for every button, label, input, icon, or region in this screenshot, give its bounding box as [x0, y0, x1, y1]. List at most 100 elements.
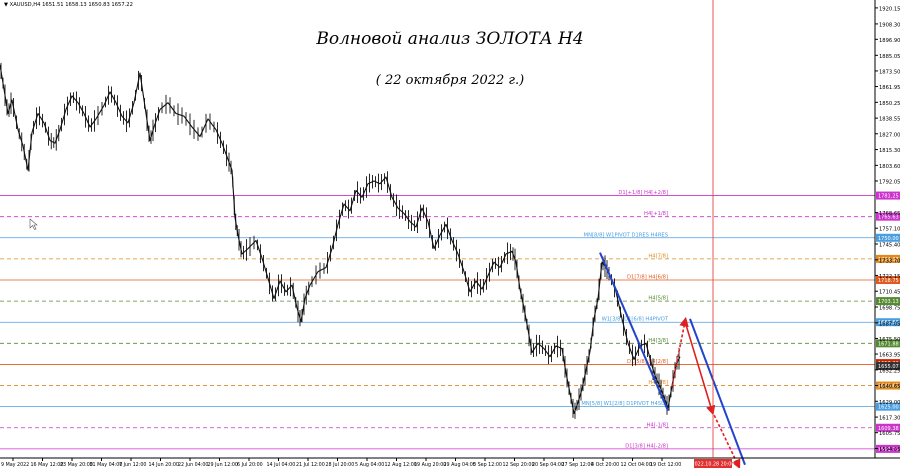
y-tick-label: 1850.25 — [879, 101, 900, 107]
y-tick-label: 1885.05 — [879, 54, 900, 60]
x-tick-label: 14 Jun 20:00 — [149, 462, 179, 468]
wave-level-tag-box — [876, 423, 900, 432]
x-tick-label: 22 Jun 04:00 — [178, 462, 208, 468]
wave-level-tag-box — [876, 402, 900, 411]
wave-level-label: W1[3/8] D1[6/8] H4PIVOT — [602, 317, 669, 323]
y-tick-label: 1873.50 — [879, 69, 900, 75]
y-tick-label: 1675.50 — [879, 337, 900, 343]
wave-level-tag-box — [876, 276, 900, 285]
chart-title: Волновой анализ ЗОЛОТА Н4 — [315, 29, 583, 49]
y-tick-label: 1722.15 — [879, 274, 900, 280]
y-tick-label: 1733.70 — [879, 258, 900, 264]
wave-level-tag: 1640.63 — [878, 384, 899, 390]
x-tick-label: 9 May 2022 — [1, 462, 29, 468]
forecast-arrow — [684, 321, 716, 416]
channel-line — [689, 318, 746, 466]
wave-level-tag-box — [876, 339, 900, 348]
x-tick-label: 16 May 12:00 — [31, 462, 64, 468]
y-tick-label: 1629.00 — [879, 400, 900, 406]
mouse-cursor-icon — [29, 218, 38, 230]
wave-level-tag: 1687.50 — [878, 320, 899, 326]
x-tick-label: 20 Sep 04:00 — [532, 462, 564, 468]
wave-level-label: H4[5/8] — [648, 296, 668, 302]
y-tick-label: 1710.45 — [879, 290, 900, 296]
x-tick-label: 7 Jun 12:00 — [119, 462, 146, 468]
wave-level-label: D1[7/8] H4[6/8] — [627, 275, 668, 281]
x-tick-label: 29 Aug 04:00 — [444, 462, 476, 468]
y-tick-label: 1605.75 — [879, 431, 900, 437]
x-tick-label: 28 Jul 20:00 — [326, 462, 355, 468]
y-tick-label: 1861.95 — [879, 85, 900, 91]
x-tick-label: 23 May 20:00 — [60, 462, 93, 468]
y-tick-label: 1815.30 — [879, 148, 900, 154]
wave-level-tag: 1593.75 — [878, 447, 899, 453]
current-price-tag: 1655.07 — [878, 364, 899, 370]
future-date-label: 2022.10.28 20:00 — [692, 462, 735, 468]
wave-level-tag: 1625.00 — [878, 405, 899, 411]
wave-level-tag: 1718.75 — [878, 278, 899, 284]
forecast-arrow — [671, 316, 689, 387]
y-tick-label: 1908.30 — [879, 22, 900, 28]
wave-level-tag: 1781.25 — [878, 194, 899, 200]
current-price-box — [876, 362, 900, 371]
chart-subtitle: ( 22 октября 2022 г.) — [376, 73, 524, 88]
x-tick-label: 14 Jul 04:00 — [267, 462, 296, 468]
y-tick-label: 1896.90 — [879, 38, 900, 44]
wave-level-label: MN[8/8] W1PIVOT D1RES H4RES — [584, 232, 668, 238]
x-tick-label: 27 Sep 12:00 — [562, 462, 594, 468]
wave-level-label: H4[+1/8] — [644, 211, 668, 217]
y-tick-label: 1687.05 — [879, 321, 900, 327]
y-tick-label: 1640.65 — [879, 384, 900, 390]
wave-level-tag-box — [876, 297, 900, 306]
wave-level-tag-box — [876, 318, 900, 327]
wave-level-tag-box — [876, 254, 900, 263]
y-tick-label: 1757.10 — [879, 227, 900, 233]
y-tick-label: 1838.55 — [879, 117, 900, 123]
wave-level-label: H4[-1/8] — [647, 422, 668, 428]
wave-level-label: D1[3/8] H4[-2/8] — [625, 443, 668, 449]
channel-line — [599, 252, 669, 412]
x-tick-label: 19 Oct 12:00 — [650, 462, 681, 468]
x-tick-label: 12 Aug 12:00 — [385, 462, 417, 468]
x-tick-label: 4 Oct 20:00 — [591, 462, 619, 468]
y-tick-label: 1663.95 — [879, 353, 900, 359]
symbol-info: ▼ XAUUSD,H4 1651.51 1658.13 1650.83 1657… — [4, 2, 133, 8]
y-tick-label: 1827.00 — [879, 132, 900, 138]
wave-level-tag-box — [876, 212, 900, 221]
x-tick-label: 19 Aug 20:00 — [414, 462, 446, 468]
y-tick-label: 1792.05 — [879, 179, 900, 185]
y-tick-label: 1803.60 — [879, 164, 900, 170]
y-tick-label: 1745.40 — [879, 242, 900, 248]
price-series-line — [0, 64, 681, 414]
x-tick-label: 5 Aug 04:00 — [355, 462, 384, 468]
y-tick-label: 1594.05 — [879, 447, 900, 453]
x-tick-label: 21 Jul 12:00 — [296, 462, 325, 468]
wave-level-label: D1[+1/8] H4[+2/8] — [618, 190, 668, 196]
wave-level-tag: 1734.38 — [878, 257, 899, 263]
wave-level-label: H4[7/8] — [648, 253, 668, 259]
y-tick-label: 1768.65 — [879, 211, 900, 217]
x-tick-label: 6 Jul 20:00 — [237, 462, 263, 468]
wave-level-tag-box — [876, 381, 900, 390]
x-tick-label: 31 May 04:00 — [90, 462, 123, 468]
y-tick-label: 1920.15 — [879, 6, 900, 12]
wave-level-tag: 1671.88 — [878, 341, 899, 347]
wave-level-tag-box — [876, 191, 900, 200]
x-tick-label: 12 Oct 04:00 — [621, 462, 652, 468]
x-tick-label: 5 Sep 12:00 — [473, 462, 502, 468]
wave-level-label: H4[3/8] — [648, 338, 668, 344]
y-tick-label: 1617.30 — [879, 416, 900, 422]
wave-level-tag: 1609.38 — [878, 426, 899, 432]
wave-level-tag: 1765.63 — [878, 215, 899, 221]
x-tick-label: 29 Jun 12:00 — [208, 462, 238, 468]
wave-level-tag: 1750.00 — [878, 236, 899, 242]
wave-level-tag: 1703.13 — [878, 299, 899, 305]
x-tick-label: 12 Sep 20:00 — [503, 462, 535, 468]
y-tick-label: 1652.25 — [879, 368, 900, 374]
wave-level-tag-box — [876, 444, 900, 453]
wave-level-tag-box — [876, 233, 900, 242]
wave-level-label: MN[5/8] W1[2/8] D1PIVOT H4SUP — [581, 401, 668, 407]
future-date-box — [694, 459, 732, 468]
